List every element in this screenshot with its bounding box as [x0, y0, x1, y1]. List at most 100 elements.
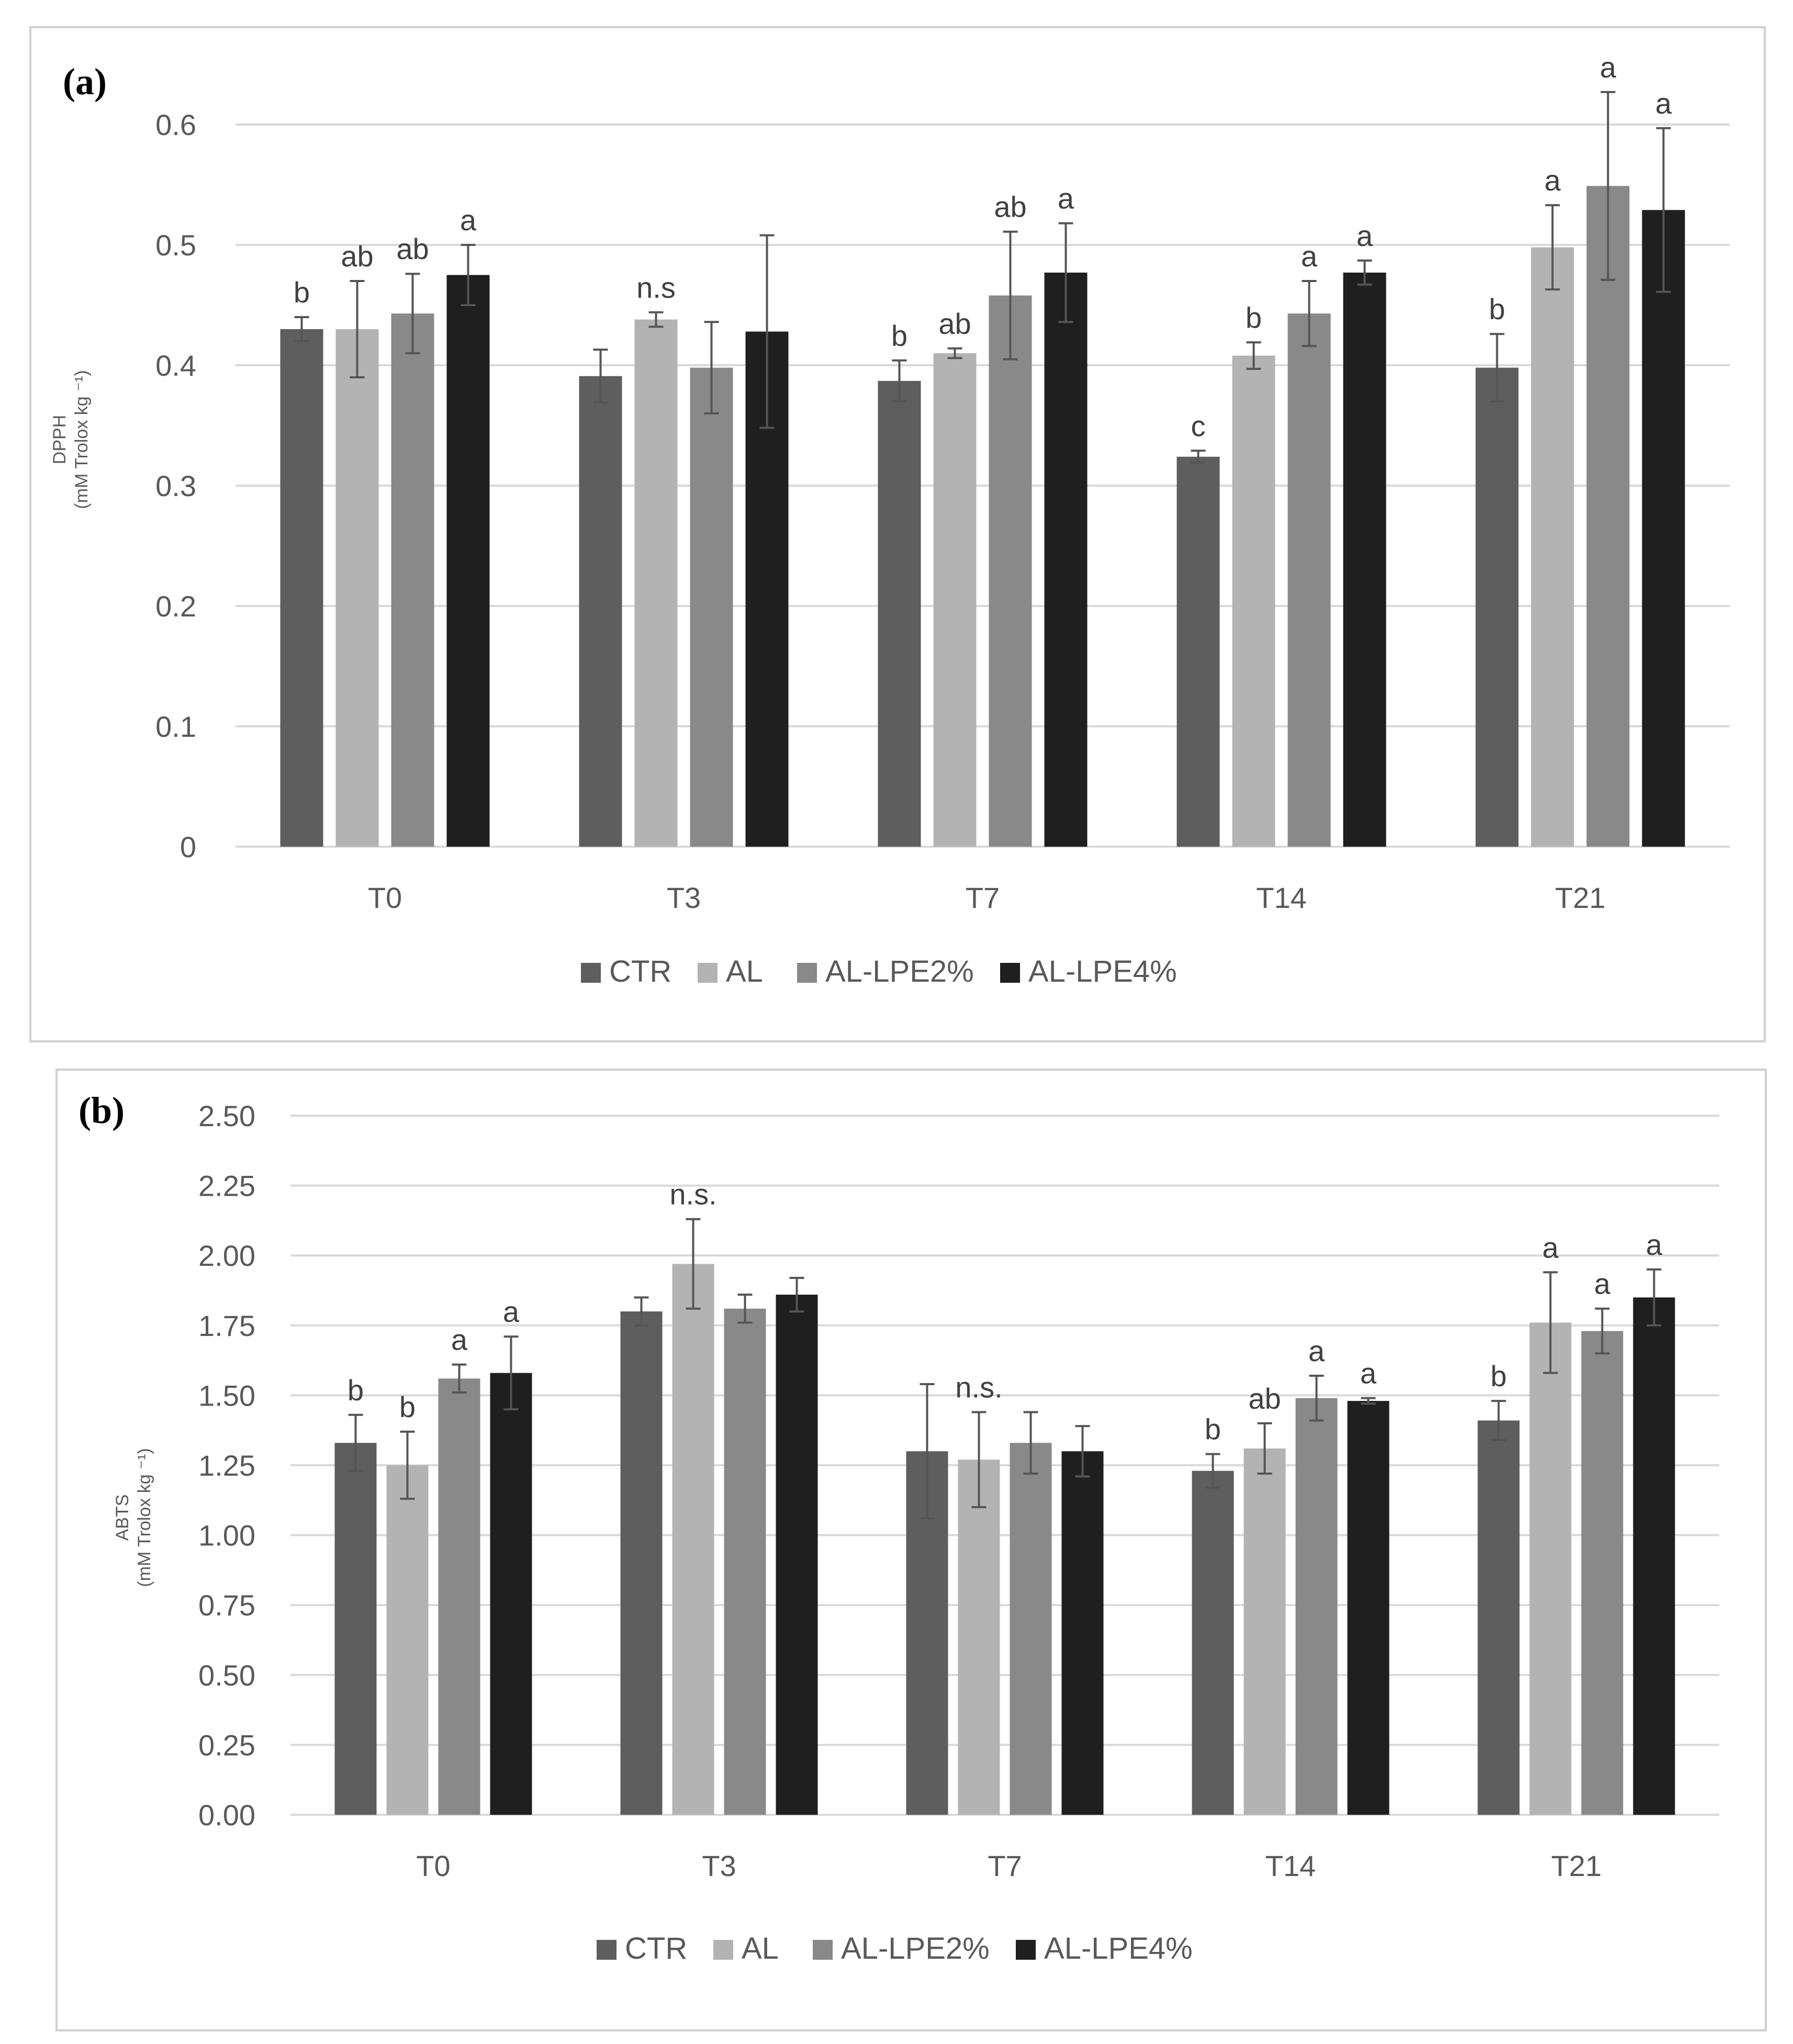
legend-swatch [797, 963, 817, 983]
significance-label: a [451, 1323, 468, 1356]
legend-label: CTR [625, 1931, 687, 1966]
y-tick-label: 0 [180, 830, 196, 863]
y-axis-label-line1: ABTS [113, 1495, 132, 1541]
significance-label: b [294, 276, 310, 309]
bar [958, 1459, 1000, 1815]
significance-label: b [348, 1374, 364, 1407]
bar [989, 295, 1032, 847]
significance-label: a [1357, 219, 1373, 252]
significance-label: a [1360, 1357, 1377, 1390]
bar [1061, 1451, 1104, 1815]
significance-label: ab [1248, 1382, 1281, 1415]
bar [1010, 1443, 1052, 1815]
legend-swatch [581, 963, 601, 983]
significance-label: a [1544, 164, 1561, 197]
bar [776, 1295, 818, 1815]
significance-label: ab [994, 190, 1026, 223]
significance-label: a [1058, 182, 1074, 215]
y-tick-label: 2.00 [198, 1239, 255, 1272]
y-tick-label: 1.25 [198, 1449, 255, 1482]
bar [1243, 1448, 1286, 1815]
bar [690, 367, 733, 847]
bar [1477, 1420, 1520, 1815]
x-tick-label: T3 [702, 1849, 736, 1882]
significance-label: b [1489, 293, 1505, 325]
significance-label: n.s. [669, 1178, 716, 1211]
bar [579, 376, 622, 847]
y-tick-label: 0.75 [198, 1589, 255, 1622]
bar [1586, 186, 1630, 847]
bar [1529, 1322, 1572, 1815]
y-tick-label: 2.50 [198, 1099, 255, 1132]
y-tick-label: 1.50 [198, 1379, 255, 1412]
y-tick-label: 2.25 [198, 1170, 255, 1203]
bar [391, 313, 434, 847]
significance-label: a [503, 1295, 520, 1328]
significance-label: a [1594, 1267, 1611, 1300]
y-tick-label: 0.6 [155, 108, 196, 141]
bar [1295, 1398, 1338, 1815]
significance-label: a [1600, 51, 1617, 84]
legend-swatch [1000, 963, 1020, 983]
legend-label: AL-LPE2% [825, 954, 974, 989]
y-axis-label-line2: (mM Trolox kg ⁻¹) [72, 370, 92, 509]
bar [1347, 1401, 1389, 1815]
significance-label: b [891, 319, 907, 352]
significance-label: n.s [636, 271, 676, 304]
y-axis-label-line1: DPPH [50, 415, 70, 464]
bar [1232, 355, 1275, 847]
bar [280, 329, 323, 847]
significance-label: ab [396, 232, 429, 265]
bar [933, 353, 977, 847]
significance-label: b [399, 1390, 416, 1423]
significance-label: a [1655, 87, 1672, 120]
legend-label: AL-LPE2% [841, 1931, 990, 1966]
y-tick-label: 0.2 [155, 590, 196, 623]
bar [1287, 313, 1331, 847]
legend-swatch [597, 1940, 617, 1960]
bar [334, 1443, 377, 1815]
legend-swatch [813, 1940, 833, 1960]
y-tick-label: 0.4 [155, 349, 196, 382]
bar [1531, 247, 1574, 847]
bar [490, 1373, 532, 1815]
significance-label: b [1491, 1360, 1507, 1392]
bar [724, 1308, 766, 1815]
y-tick-label: 0.50 [198, 1659, 255, 1692]
y-tick-label: 0.00 [198, 1799, 255, 1832]
x-tick-label: T7 [988, 1849, 1022, 1882]
panel-b: 0.00 0.25 0.50 0.75 1.00 1.25 1.50 1.75 2.00 2.25… [55, 1069, 1767, 2031]
significance-label: n.s. [955, 1371, 1002, 1403]
x-tick-label: T14 [1256, 881, 1307, 914]
bar [335, 329, 379, 847]
y-tick-label: 0.5 [155, 229, 196, 262]
y-axis-label-line2: (mM Trolox kg ⁻¹) [135, 1448, 154, 1587]
significance-label: a [1646, 1228, 1663, 1261]
legend-label: AL-LPE4% [1044, 1931, 1193, 1966]
legend-label: AL [742, 1931, 779, 1966]
significance-label: a [1308, 1334, 1325, 1367]
significance-label: c [1191, 409, 1206, 442]
x-tick-label: T0 [368, 881, 402, 914]
bar [1581, 1331, 1623, 1815]
legend-swatch [1016, 1940, 1036, 1960]
bar [620, 1311, 663, 1815]
x-tick-label: T0 [416, 1849, 450, 1882]
y-axis-label: ABTS (mM Trolox kg ⁻¹) [113, 1448, 154, 1587]
significance-label: a [1542, 1231, 1559, 1264]
bar [1475, 367, 1519, 847]
legend-label: CTR [609, 954, 671, 989]
panel-label: (a) [63, 61, 107, 103]
y-tick-label: 0.1 [155, 710, 196, 743]
legend-swatch [698, 963, 718, 983]
significance-label: ab [938, 307, 971, 340]
panel-label: (b) [79, 1090, 125, 1131]
x-tick-label: T14 [1265, 1849, 1316, 1882]
x-tick-label: T7 [966, 881, 1000, 914]
bar [1633, 1297, 1675, 1815]
bar [1176, 456, 1220, 847]
bar [1642, 210, 1685, 847]
bar [386, 1465, 429, 1815]
x-tick-label: T21 [1551, 1849, 1602, 1882]
